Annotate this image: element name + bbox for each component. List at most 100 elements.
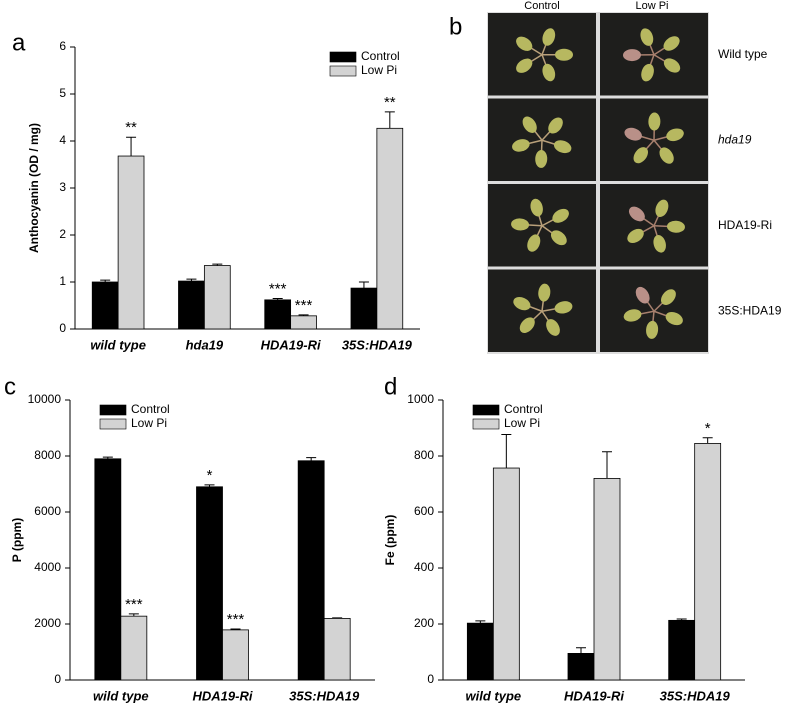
leaf [542,28,556,46]
x-tick-label: HDA19-Ri [261,337,321,352]
bar [668,619,696,681]
bar [567,653,595,681]
bar [376,127,404,330]
error-bar [128,613,139,617]
leaf [635,286,650,304]
row-label: 35S:HDA19 [718,303,782,317]
significance-label: ** [125,119,137,136]
legend-label: Control [131,402,170,416]
leaf [666,128,684,142]
bar [196,486,223,681]
leaf [516,58,533,73]
panel-label: b [449,13,462,40]
leaf [511,218,530,231]
y-tick-label: 400 [414,560,434,574]
leaf [648,112,661,131]
error-bar [272,297,283,300]
error-bar [602,451,612,479]
leaf [640,28,654,46]
x-tick-label: HDA19-Ri [193,688,253,703]
leaf [512,139,530,152]
leaf [555,48,573,61]
legend-label: Low Pi [131,416,167,430]
bar [290,315,317,330]
leaf [660,289,676,305]
panel-label: c [4,373,16,400]
leaf [535,149,548,168]
leaf [554,301,573,314]
y-tick-label: 0 [54,672,61,686]
error-bar [102,456,113,459]
row-label: hda19 [718,132,752,146]
column-label: Control [524,0,559,12]
x-tick-label: hda19 [186,337,224,352]
leaf [538,283,551,302]
leaf [513,297,531,311]
leaf [527,234,541,252]
y-axis-label: Fe (ppm) [383,515,397,566]
x-tick-label: wild type [466,688,522,703]
error-bar [186,278,197,282]
y-tick-label: 8000 [34,448,61,462]
bar [264,299,292,330]
y-tick-label: 0 [59,321,66,335]
leaf [666,220,685,233]
legend-label: Control [361,49,400,63]
y-axis-label: Anthocyanin (OD / mg) [27,123,41,253]
y-tick-label: 800 [414,448,434,462]
error-bar [298,314,309,316]
leaf [659,147,674,164]
y-tick-label: 6000 [34,504,61,518]
leaf [553,140,572,154]
leaf [624,127,642,141]
leaf [530,198,543,217]
bar [120,615,148,681]
bar [694,442,722,681]
y-tick-label: 1 [59,274,66,288]
leaf [627,228,644,243]
leaf [516,36,533,51]
y-tick-label: 4000 [34,560,61,574]
significance-label: *** [295,297,313,314]
error-bar [576,647,586,654]
error-bar [230,628,241,630]
bar [222,629,249,681]
panel-label: a [12,29,26,56]
significance-label: * [207,467,213,484]
bar [203,265,231,330]
error-bar [384,111,395,129]
leaf [623,49,642,62]
significance-label: * [705,420,711,437]
legend-swatch [472,418,500,430]
leaf [550,230,567,246]
y-tick-label: 2 [59,227,66,241]
leaf [542,63,556,82]
row-label: Wild type [718,47,768,61]
bar [593,477,621,681]
y-tick-label: 1000 [407,392,434,406]
leaf [546,319,560,336]
y-tick-label: 0 [427,672,434,686]
y-tick-label: 10000 [28,392,62,406]
error-bar [501,433,512,469]
bar [297,460,325,681]
error-bar [204,484,215,487]
x-tick-label: 35S:HDA19 [289,688,360,703]
legend-swatch [99,404,127,416]
y-tick-label: 4 [59,133,66,147]
error-bar [676,618,687,621]
significance-label: *** [227,611,245,628]
y-tick-label: 5 [59,86,66,100]
leaf [522,116,537,133]
significance-label: *** [269,280,287,297]
leaf [552,208,569,223]
leaf [653,234,666,253]
significance-label: *** [125,596,143,613]
panel-label: d [384,373,397,400]
leaf [623,309,642,322]
error-bar [126,136,137,157]
x-tick-label: HDA19-Ri [564,688,624,703]
legend-label: Control [504,402,543,416]
bar [117,155,145,330]
